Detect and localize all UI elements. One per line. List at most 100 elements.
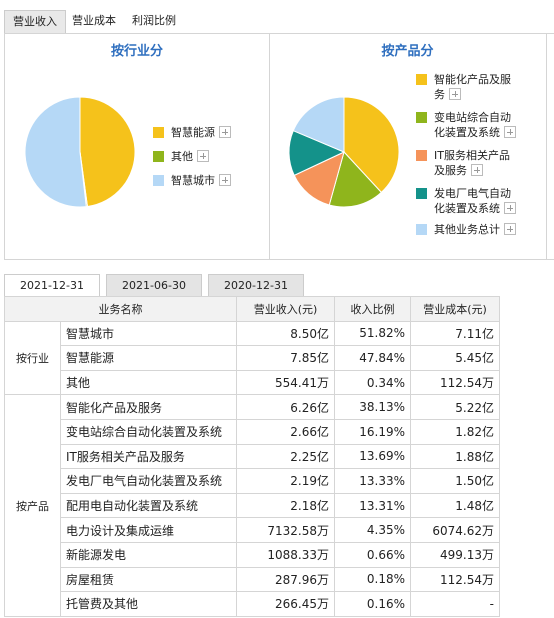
table-row: 智慧能源 7.85亿 47.84% 5.45亿	[5, 345, 500, 371]
expand-button[interactable]	[219, 174, 231, 186]
date-tab[interactable]: 2021-06-30	[106, 274, 202, 297]
table-cell: 2.66亿	[236, 418, 335, 445]
tab[interactable]: 营业成本	[72, 14, 116, 27]
legend-swatch	[416, 224, 427, 235]
expand-button[interactable]	[471, 164, 483, 176]
table-cell: 1.88亿	[410, 443, 500, 470]
table-cell: 266.45万	[236, 591, 335, 617]
business-table: 业务名称 营业收入(元) 收入比例 营业成本(元) 按行业 智慧城市 8.50亿 51.82%…	[4, 296, 500, 617]
pie-chart	[288, 96, 400, 208]
legend-label: IT服务相关产品及服务	[434, 149, 510, 177]
legend-text: 智慧能源	[171, 125, 263, 140]
pie-slice	[328, 151, 383, 208]
table-cell: 1088.33万	[236, 541, 335, 568]
table-cell: 新能源发电	[60, 541, 237, 568]
table-row: 其他 554.41万 0.34% 112.54万	[5, 369, 500, 396]
legend-label: 智慧能源	[171, 126, 215, 139]
date-tab[interactable]: 2020-12-31	[208, 274, 304, 297]
legend-swatch	[153, 127, 164, 138]
table-cell: 0.34%	[334, 369, 411, 396]
legend-label: 智能化产品及服务	[434, 73, 511, 101]
date-tab[interactable]: 2021-12-31	[4, 274, 100, 297]
pie-slice	[24, 96, 87, 208]
expand-button[interactable]	[219, 126, 231, 138]
expand-button[interactable]	[504, 202, 516, 214]
table-cell: 112.54万	[410, 369, 500, 396]
table-cell: 8.50亿	[236, 320, 335, 347]
table-cell: 1.48亿	[410, 492, 500, 519]
table-cell: 13.69%	[334, 443, 411, 470]
expand-button[interactable]	[197, 150, 209, 162]
table-cell: 16.19%	[334, 418, 411, 445]
legend-swatch	[416, 74, 427, 85]
expand-button[interactable]	[504, 126, 516, 138]
table-row: 变电站综合自动化装置及系统 2.66亿 16.19% 1.82亿	[5, 418, 500, 445]
panel-title: 按产品分	[381, 44, 434, 59]
table-cell: 1.82亿	[410, 418, 500, 445]
table-cell: 7132.58万	[236, 517, 335, 543]
legend-item: 其他	[153, 149, 263, 164]
expand-button[interactable]	[449, 88, 461, 100]
legend-item: 智慧城市	[153, 173, 263, 188]
legend-text: IT服务相关产品及服务	[434, 148, 520, 178]
legend-item: 智慧能源	[153, 125, 263, 140]
legend-label: 其他	[171, 150, 193, 163]
table-cell: 配用电自动化装置及系统	[60, 492, 237, 519]
table-cell: 13.31%	[334, 492, 411, 519]
table-cell: 电力设计及集成运维	[60, 517, 237, 543]
column-header: 收入比例	[334, 296, 411, 322]
table-cell: 2.18亿	[236, 492, 335, 519]
table-cell: 2.25亿	[236, 443, 335, 470]
table-cell: 7.85亿	[236, 345, 335, 371]
table-cell: 7.11亿	[410, 320, 500, 347]
table-row: IT服务相关产品及服务 2.25亿 13.69% 1.88亿	[5, 443, 500, 470]
legend-label: 其他业务总计	[434, 223, 500, 236]
legend-item: 其他业务总计	[416, 222, 520, 237]
legend-item: 智能化产品及服务	[416, 72, 520, 102]
table-row: 配用电自动化装置及系统 2.18亿 13.31% 1.48亿	[5, 492, 500, 519]
expand-button[interactable]	[504, 223, 516, 235]
group-cell: 按产品	[4, 394, 61, 617]
legend-swatch	[416, 188, 427, 199]
column-header: 营业收入(元)	[236, 296, 335, 322]
table-row: 电力设计及集成运维 7132.58万 4.35% 6074.62万	[5, 517, 500, 543]
legend-item: 变电站综合自动化装置及系统	[416, 110, 520, 140]
table-cell: 554.41万	[236, 369, 335, 396]
table-cell: 6.26亿	[236, 394, 335, 420]
table-cell: 5.22亿	[410, 394, 500, 420]
column-header: 营业成本(元)	[410, 296, 500, 322]
legend-swatch	[416, 112, 427, 123]
pie-slice	[343, 96, 400, 194]
column-header: 业务名称	[4, 296, 237, 322]
panel-title: 按行业分	[110, 44, 163, 59]
legend-label: 发电厂电气自动化装置及系统	[434, 187, 511, 215]
table-cell: 其他	[60, 369, 237, 396]
table-row: 托管费及其他 266.45万 0.16% -	[5, 591, 500, 617]
table-cell: 112.54万	[410, 566, 500, 593]
legend-text: 其他业务总计	[434, 222, 520, 237]
pie-slice	[292, 96, 345, 153]
table-cell: 房屋租赁	[60, 566, 237, 593]
table-cell: 0.66%	[334, 541, 411, 568]
table-cell: 智能化产品及服务	[60, 394, 237, 420]
legend-swatch	[416, 150, 427, 161]
table-row: 房屋租赁 287.96万 0.18% 112.54万	[5, 566, 500, 593]
legend-swatch	[153, 175, 164, 186]
table-row: 按产品 智能化产品及服务 6.26亿 38.13% 5.22亿	[4, 394, 500, 617]
table-cell: 1.50亿	[410, 468, 500, 494]
group-cell: 按行业	[4, 320, 61, 396]
legend-item: 发电厂电气自动化装置及系统	[416, 186, 520, 216]
table-cell: 5.45亿	[410, 345, 500, 371]
tab[interactable]: 利润比例	[132, 14, 176, 27]
tab[interactable]: 营业收入	[4, 10, 66, 33]
table-cell: IT服务相关产品及服务	[60, 443, 237, 470]
pie-chart	[24, 96, 136, 208]
table-cell: 51.82%	[334, 320, 411, 347]
legend-text: 智能化产品及服务	[434, 72, 520, 102]
table-row: 发电厂电气自动化装置及系统 2.19亿 13.33% 1.50亿	[5, 468, 500, 494]
table-row: 按行业 智慧城市 8.50亿 51.82% 7.11亿	[4, 320, 500, 396]
legend-text: 发电厂电气自动化装置及系统	[434, 186, 520, 216]
table-cell: 发电厂电气自动化装置及系统	[60, 468, 237, 494]
table-row: 新能源发电 1088.33万 0.66% 499.13万	[5, 541, 500, 568]
pie-panels: 按行业分智慧能源其他智慧城市 按产品分 智能化产品及服务变电站综合自动化装置及系统 I…	[4, 33, 554, 260]
